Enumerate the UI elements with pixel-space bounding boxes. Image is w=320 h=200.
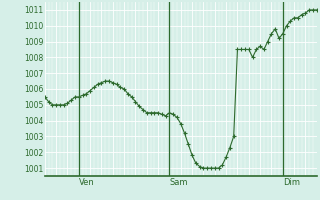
Text: Sam: Sam [170, 178, 188, 187]
Text: Dim: Dim [283, 178, 300, 187]
Text: Ven: Ven [79, 178, 94, 187]
